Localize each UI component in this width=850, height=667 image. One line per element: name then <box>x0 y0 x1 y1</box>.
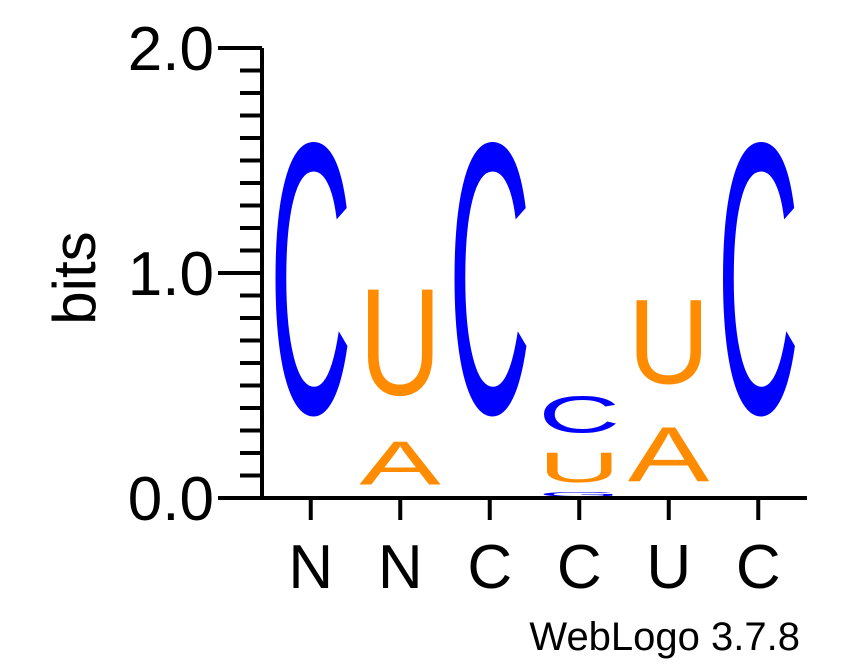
logo-letter-A: A <box>628 410 710 498</box>
x-tick-label: C <box>736 533 781 602</box>
y-tick-label: 1.0 <box>128 240 214 309</box>
logo-letter-C: C <box>717 61 799 495</box>
logo-letter-C: C <box>538 385 620 444</box>
logo-letter-C: C <box>270 61 352 495</box>
logo-letter-A: A <box>359 428 441 498</box>
y-axis: 0.0 1.0 2.0 <box>128 15 264 534</box>
x-tick-label: U <box>646 533 691 602</box>
y-axis-label: bits <box>41 231 108 324</box>
logo-letter-G: G <box>538 491 620 498</box>
x-tick-label: N <box>378 533 423 602</box>
y-tick-label: 0.0 <box>128 465 214 534</box>
logo-letter-U: U <box>538 444 620 491</box>
letter-stacks: C AU C GUC AU C <box>270 61 800 498</box>
y-tick-label: 2.0 <box>128 15 214 84</box>
weblogo-version-footer: WebLogo 3.7.8 <box>529 615 800 659</box>
logo-letter-C: C <box>449 61 531 495</box>
logo-letter-U: U <box>628 275 710 410</box>
x-tick-label: N <box>288 533 333 602</box>
logo-letter-U: U <box>359 256 441 427</box>
x-tick-label: C <box>557 533 602 602</box>
x-tick-label: C <box>467 533 512 602</box>
